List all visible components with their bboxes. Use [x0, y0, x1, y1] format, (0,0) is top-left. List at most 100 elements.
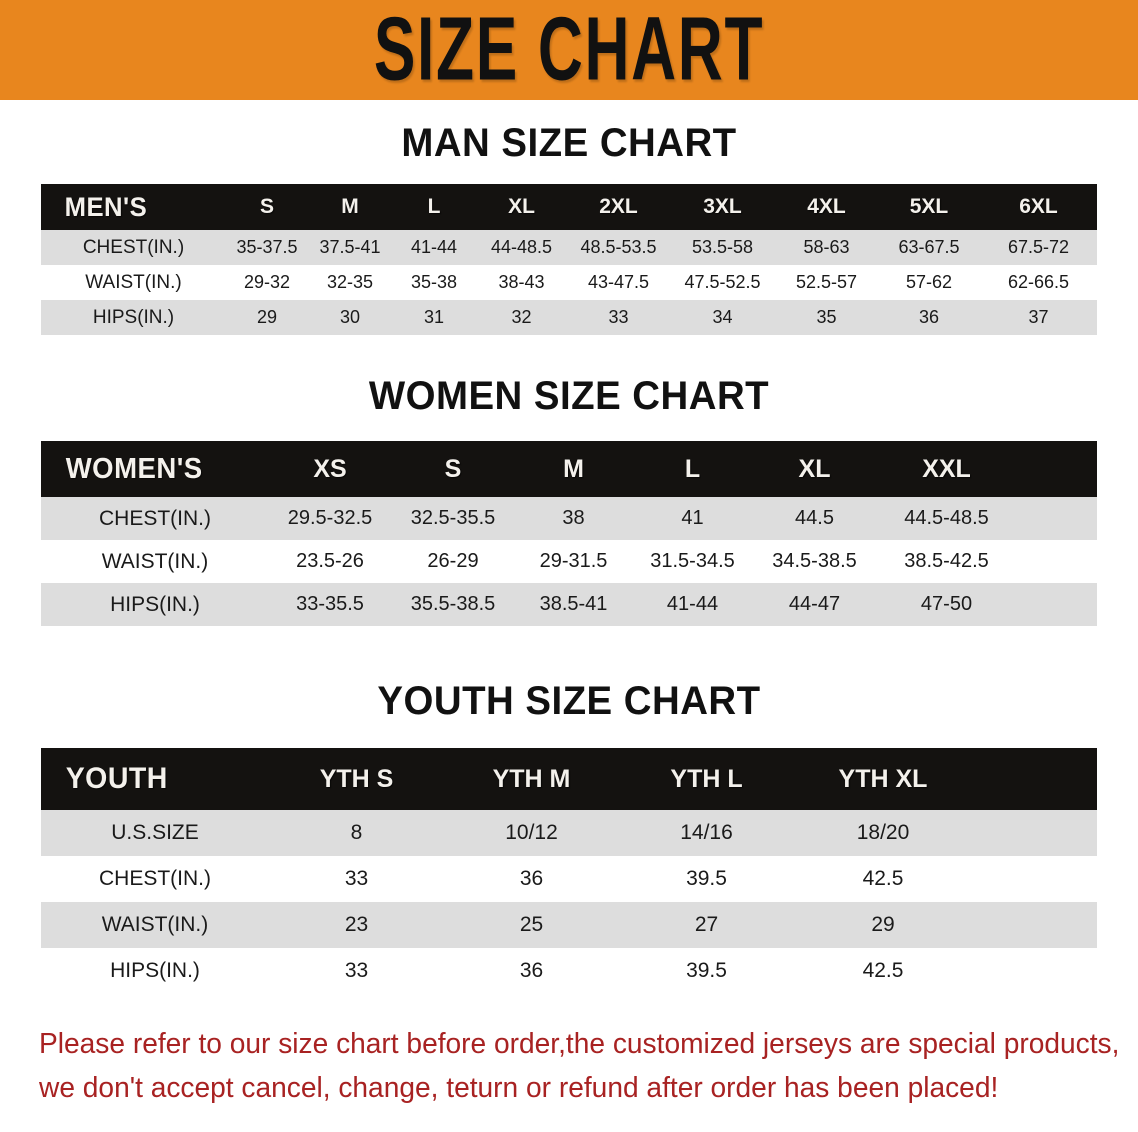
men-cell-0-3: 44-48.5: [490, 237, 553, 257]
women-cell-2-spacer: [1017, 583, 1097, 626]
men-header-category: MEN'S: [64, 191, 148, 222]
youth-row-label-1: CHEST(IN.): [99, 867, 211, 890]
men-cell-0-6: 58-63: [803, 237, 850, 257]
youth-cell-0-spacer: [972, 810, 1097, 856]
men-cell-0-2: 41-44: [410, 237, 458, 257]
women-cell-1-5: 38.5-42.5: [904, 550, 989, 572]
men-cell-1-5: 47.5-52.5: [684, 272, 761, 292]
youth-table-header: YOUTH YTH S YTH M YTH L YTH XL: [41, 748, 1097, 810]
men-cell-2-8: 37: [1028, 307, 1049, 327]
youth-cell-2-2: 27: [694, 913, 719, 936]
women-row-label-0: CHEST(IN.): [99, 506, 211, 530]
youth-cell-0-0: 8: [350, 821, 363, 844]
table-row: HIPS(IN.) 33 36 39.5 42.5: [41, 948, 1097, 994]
women-cell-1-2: 29-31.5: [539, 550, 608, 572]
youth-cell-3-1: 36: [519, 959, 544, 982]
youth-header-size-1: YTH M: [492, 764, 571, 793]
women-cell-1-1: 26-29: [427, 550, 479, 572]
youth-cell-2-spacer: [972, 902, 1097, 948]
women-section-title: WOMEN SIZE CHART: [368, 374, 770, 418]
youth-size-table: YOUTH YTH S YTH M YTH L YTH XL U.S.SIZE …: [41, 748, 1097, 994]
youth-header-category: YOUTH: [65, 762, 168, 795]
women-cell-2-1: 35.5-38.5: [410, 593, 496, 615]
women-cell-2-2: 38.5-41: [539, 593, 608, 615]
women-header-size-2: M: [563, 454, 584, 483]
youth-cell-0-1: 10/12: [505, 821, 558, 844]
men-header-size-4: 2XL: [599, 195, 638, 218]
men-header-size-6: 4XL: [807, 195, 846, 218]
women-header-spacer: [1017, 441, 1097, 497]
women-cell-0-1: 32.5-35.5: [410, 507, 496, 529]
disclaimer-text: Please refer to our size chart before or…: [39, 1022, 1119, 1110]
men-cell-2-3: 32: [511, 307, 532, 327]
men-cell-1-2: 35-38: [410, 272, 458, 292]
women-row-label-1: WAIST(IN.): [101, 549, 209, 573]
youth-cell-3-spacer: [972, 948, 1097, 994]
women-header-row: WOMEN'S XS S M L XL XXL: [41, 441, 1097, 497]
table-row: CHEST(IN.) 33 36 39.5 42.5: [41, 856, 1097, 902]
men-header-size-2: L: [427, 195, 441, 218]
women-cell-1-spacer: [1017, 540, 1097, 583]
youth-cell-2-0: 23: [344, 913, 369, 936]
men-cell-2-6: 35: [816, 307, 837, 327]
table-row: HIPS(IN.) 29 30 31 32 33 34 35 36 37: [41, 300, 1097, 335]
youth-row-label-3: HIPS(IN.): [110, 959, 200, 982]
youth-cell-1-1: 36: [519, 867, 544, 890]
table-row: U.S.SIZE 8 10/12 14/16 18/20: [41, 810, 1097, 856]
men-header-size-7: 5XL: [909, 195, 949, 218]
men-cell-2-5: 34: [712, 307, 733, 327]
banner-title: SIZE CHART: [373, 0, 765, 100]
table-row: WAIST(IN.) 23 25 27 29: [41, 902, 1097, 948]
women-cell-0-spacer: [1017, 497, 1097, 540]
men-header-size-3: XL: [508, 195, 535, 218]
women-table-body: CHEST(IN.) 29.5-32.5 32.5-35.5 38 41 44.…: [41, 497, 1097, 626]
men-cell-0-7: 63-67.5: [898, 237, 960, 257]
women-header-size-5: XXL: [922, 454, 971, 483]
women-header-category: WOMEN'S: [65, 452, 203, 485]
men-cell-1-6: 52.5-57: [795, 272, 858, 292]
men-cell-1-4: 43-47.5: [587, 272, 650, 292]
women-header-size-1: S: [444, 454, 462, 483]
youth-cell-1-spacer: [972, 856, 1097, 902]
youth-header-row: YOUTH YTH S YTH M YTH L YTH XL: [41, 748, 1097, 810]
youth-cell-3-2: 39.5: [686, 959, 727, 982]
women-header-size-0: XS: [313, 454, 347, 483]
women-cell-0-0: 29.5-32.5: [287, 507, 373, 529]
youth-cell-1-2: 39.5: [686, 867, 727, 890]
men-cell-2-1: 30: [339, 307, 361, 327]
men-cell-0-4: 48.5-53.5: [580, 237, 657, 257]
youth-section-title: YOUTH SIZE CHART: [377, 679, 761, 723]
youth-cell-3-0: 33: [344, 959, 369, 982]
table-row: CHEST(IN.) 35-37.5 37.5-41 41-44 44-48.5…: [41, 230, 1097, 265]
youth-row-label-2: WAIST(IN.): [101, 913, 209, 936]
men-cell-1-3: 38-43: [498, 272, 545, 292]
women-header-size-4: XL: [798, 454, 831, 483]
women-cell-1-3: 31.5-34.5: [650, 550, 735, 572]
men-cell-2-2: 31: [423, 307, 445, 327]
men-header-size-5: 3XL: [703, 195, 742, 218]
women-table-header: WOMEN'S XS S M L XL XXL: [41, 441, 1097, 497]
women-cell-0-4: 44.5: [795, 507, 834, 529]
table-row: WAIST(IN.) 23.5-26 26-29 29-31.5 31.5-34…: [41, 540, 1097, 583]
youth-cell-3-3: 42.5: [862, 959, 904, 982]
disclaimer-line-2: we don't accept cancel, change, teturn o…: [39, 1072, 999, 1104]
youth-header-size-2: YTH L: [670, 764, 743, 793]
men-header-size-0: S: [259, 195, 274, 218]
men-cell-1-8: 62-66.5: [1007, 272, 1070, 292]
men-cell-0-0: 35-37.5: [236, 237, 298, 257]
women-row-label-2: HIPS(IN.): [110, 592, 200, 616]
youth-cell-1-0: 33: [344, 867, 369, 890]
men-cell-2-0: 29: [256, 307, 278, 327]
men-cell-0-5: 53.5-58: [691, 237, 754, 257]
men-size-table: MEN'S S M L XL 2XL 3XL 4XL 5XL 6XL CHEST…: [41, 184, 1097, 335]
youth-cell-2-3: 29: [871, 913, 895, 936]
men-cell-2-4: 33: [608, 307, 629, 327]
men-header-size-1: M: [341, 195, 359, 218]
youth-cell-2-1: 25: [519, 913, 544, 936]
women-cell-1-0: 23.5-26: [296, 550, 364, 572]
youth-cell-0-2: 14/16: [680, 821, 733, 844]
men-cell-0-1: 37.5-41: [319, 237, 381, 257]
youth-cell-1-3: 42.5: [862, 867, 904, 890]
men-header-row: MEN'S S M L XL 2XL 3XL 4XL 5XL 6XL: [41, 184, 1097, 230]
